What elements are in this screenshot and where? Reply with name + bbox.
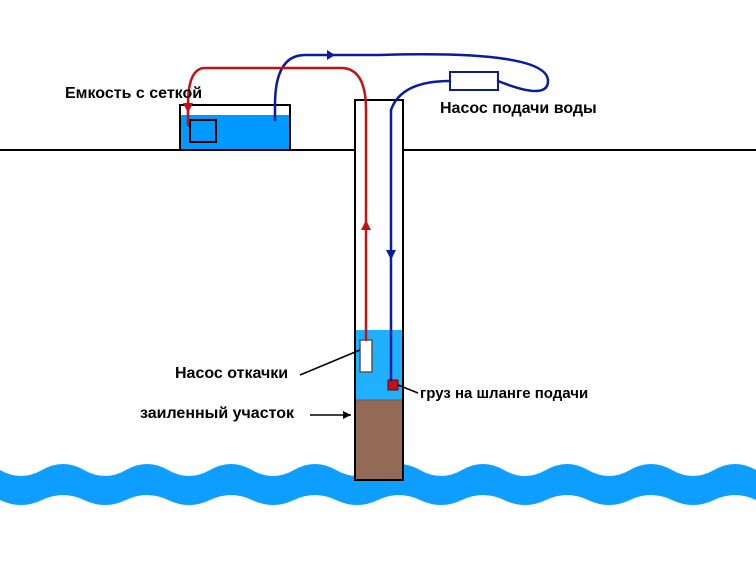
label-drain-pump: Насос откачки	[175, 365, 288, 383]
label-supply-pump: Насос подачи воды	[440, 100, 597, 118]
label-weight: груз на шланге подачи	[420, 385, 588, 402]
label-tank: Емкость с сеткой	[65, 85, 202, 103]
label-silted: заиленный участок	[140, 405, 294, 423]
